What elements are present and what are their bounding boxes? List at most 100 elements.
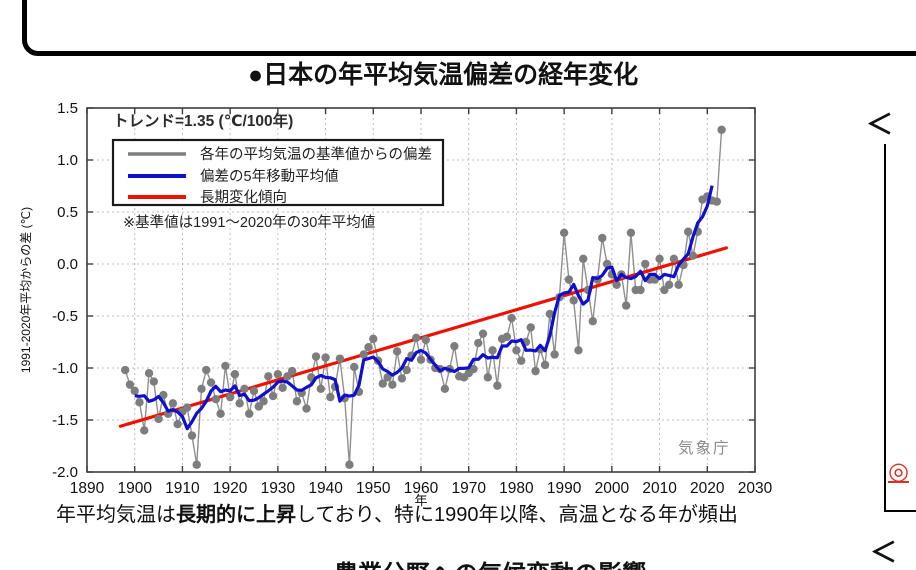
annual-series-point — [183, 403, 192, 412]
annual-series-point — [540, 360, 550, 370]
chart-caption: 年平均気温は長期的に上昇しており、特に1990年以降、高温となる年が頻出 — [56, 498, 738, 527]
y-tick-label: 0.0 — [57, 256, 78, 273]
annual-series-point — [450, 341, 459, 351]
y-tick-label: 0.5 — [57, 204, 78, 221]
annual-series-point — [507, 313, 516, 323]
annual-series-point — [717, 125, 726, 135]
right-panel-box — [884, 144, 916, 512]
annual-series-point — [202, 365, 211, 375]
annual-series-point — [264, 372, 273, 381]
annual-series-point — [669, 254, 679, 263]
annual-series-point — [173, 419, 182, 429]
annual-series-point — [216, 409, 225, 418]
annual-series-point — [474, 338, 483, 348]
x-axis-label: 年 — [414, 493, 427, 508]
annual-series-point — [636, 285, 645, 295]
right-panel-top-bracket: ＜ — [866, 110, 893, 140]
annual-series-point — [392, 347, 402, 356]
annual-series-point — [197, 384, 206, 393]
annual-series-point — [383, 373, 392, 382]
annual-series-point — [641, 259, 650, 269]
annual-series-point — [273, 370, 283, 379]
top-banner-box: ○ 多収品種や高温耐性品種等の育成・導入により、温暖化等の気候変動が進む中にお — [22, 0, 916, 56]
annual-series-point — [412, 333, 421, 343]
x-tick-label: 1920 — [213, 480, 248, 497]
annual-series-point — [302, 404, 311, 413]
y-tick-label: 1.0 — [57, 152, 78, 169]
annual-series-point — [478, 329, 488, 338]
annual-series-point — [598, 233, 607, 243]
annual-series-point — [369, 334, 378, 344]
annual-series-point — [135, 398, 144, 407]
annual-series-point — [287, 366, 297, 376]
annual-series-point — [550, 350, 559, 359]
annual-series-point — [469, 364, 478, 374]
annual-series-point — [364, 343, 373, 352]
annual-series-point — [326, 392, 335, 402]
annual-series-point — [192, 460, 201, 469]
y-tick-label: -1.0 — [52, 360, 78, 377]
annual-series-point — [588, 317, 597, 326]
x-tick-label: 2000 — [595, 480, 630, 497]
annual-series-point — [240, 384, 249, 393]
annual-series-point — [712, 197, 722, 206]
annual-series-point — [684, 227, 693, 236]
annual-series-point — [559, 228, 569, 237]
annual-series-point — [345, 460, 354, 469]
annual-series-point — [144, 369, 154, 378]
annual-series-point — [359, 350, 368, 359]
trend-annotation: トレンド=1.35 (℃/100年) — [113, 111, 293, 130]
legend-box — [111, 138, 445, 207]
annual-series-point — [168, 399, 178, 408]
annual-series-point — [159, 390, 168, 400]
annual-series-point — [545, 309, 555, 319]
annual-series-point — [378, 379, 388, 388]
annual-series-point — [154, 414, 163, 424]
caption-text-post: しており、特に1990年以降、高温となる年が頻出 — [296, 504, 738, 526]
annual-series-point — [397, 374, 407, 383]
annual-series-point — [574, 346, 583, 355]
x-tick-label: 1890 — [70, 480, 105, 497]
x-tick-label: 1960 — [404, 480, 439, 497]
annual-series-point — [140, 426, 149, 435]
x-tick-label: 1930 — [261, 480, 296, 497]
annual-series-point — [120, 365, 130, 375]
x-tick-label: 1950 — [356, 480, 391, 497]
y-tick-label: 1.5 — [57, 100, 78, 117]
y-tick-label: -1.5 — [52, 412, 78, 429]
x-tick-label: 2020 — [690, 480, 725, 497]
annual-series-point — [335, 354, 345, 363]
annual-series-point — [517, 356, 526, 365]
x-tick-label: 1990 — [547, 480, 582, 497]
x-tick-label: 2010 — [642, 480, 677, 497]
annual-series-point — [316, 384, 325, 393]
bottom-section-heading: 農業分野への気候変動の影響 — [334, 554, 646, 570]
x-tick-label: 1910 — [165, 480, 200, 497]
annual-series-point — [421, 335, 430, 345]
x-tick-label: 1940 — [308, 480, 343, 497]
temperature-anomaly-chart: 1890 1900 1910 1920 1930 1940 1950 1960 1970 1980… — [14, 96, 774, 510]
legend-item-label: 長期変化傾向 — [200, 189, 287, 206]
caption-text-pre: 年平均気温は — [56, 504, 176, 526]
temperature-anomaly-chart-svg: 1890 1900 1910 1920 1930 1940 1950 1960 1970 1980… — [19, 100, 773, 508]
annual-series-point — [388, 380, 397, 389]
annual-series-point — [292, 397, 302, 406]
x-tick-label: 2030 — [738, 480, 773, 497]
annual-series-point — [688, 251, 698, 260]
annual-series-point — [249, 386, 259, 396]
annual-series-point — [278, 383, 287, 392]
legend-item-label: 各年の平均気温の基準値からの偏差 — [200, 146, 432, 163]
annual-series-point — [612, 280, 621, 289]
annual-series-point — [230, 370, 240, 379]
annual-series-point — [526, 323, 535, 332]
annual-series-point — [235, 399, 244, 408]
annual-series-point — [221, 361, 230, 371]
circle-link-icon[interactable]: ◎ — [888, 458, 909, 485]
annual-series-point — [311, 352, 321, 361]
annual-series-point — [502, 332, 512, 341]
annual-series-point — [440, 384, 450, 393]
right-panel-bottom-bracket: ＜フ — [870, 538, 897, 568]
annual-series-point — [350, 362, 359, 372]
annual-series-point — [268, 391, 278, 401]
